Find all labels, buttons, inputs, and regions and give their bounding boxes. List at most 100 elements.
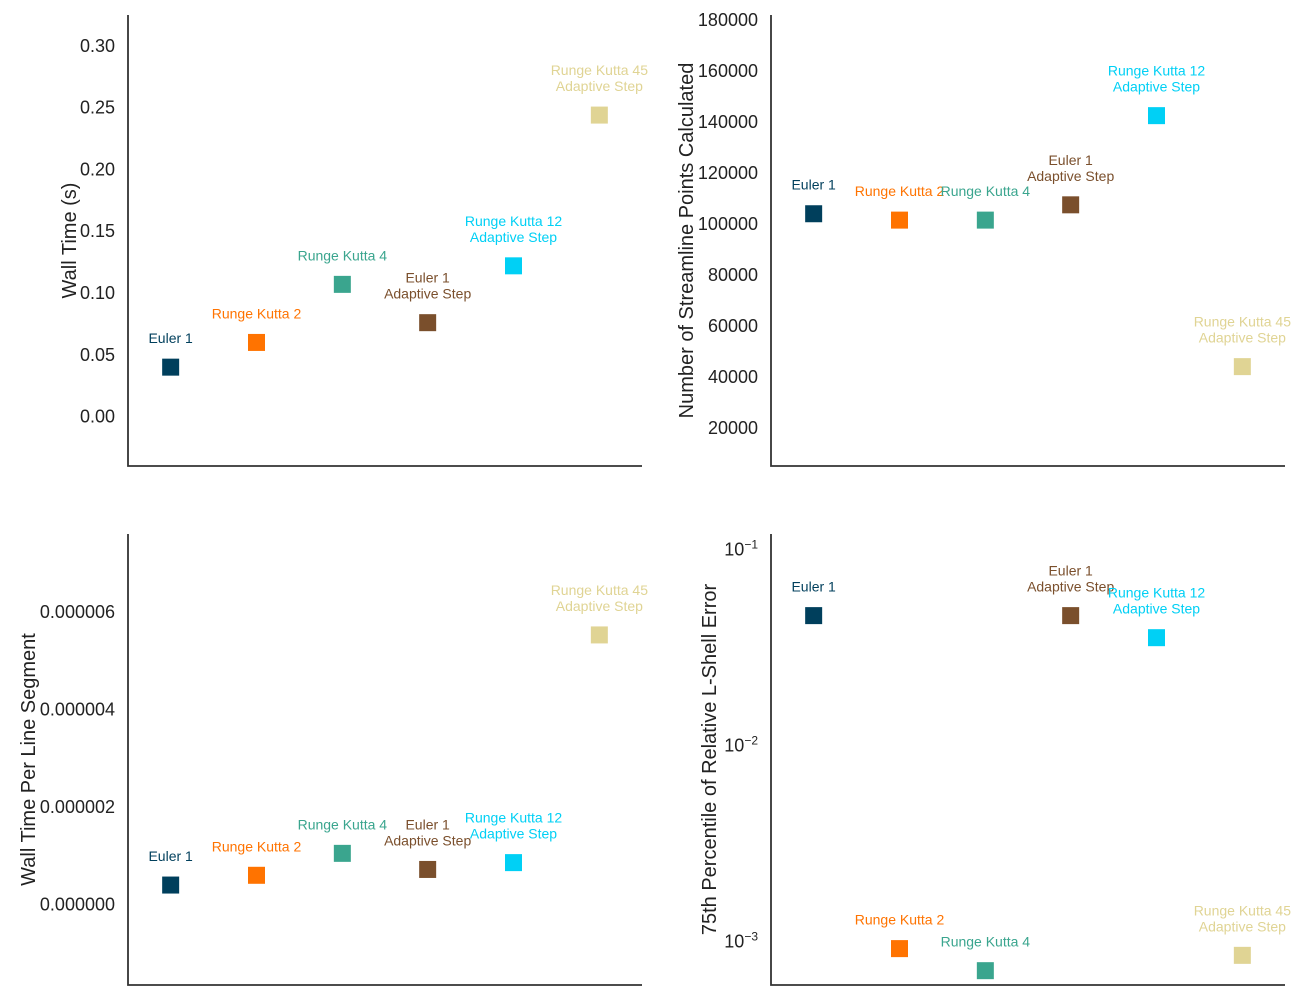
y-tick-label: 10−1 xyxy=(724,538,758,560)
data-point-marker xyxy=(162,358,180,376)
data-point-label: Adaptive Step xyxy=(1199,330,1286,346)
data-point-marker xyxy=(1062,607,1080,625)
y-tick-exponent: −1 xyxy=(744,538,758,552)
axis-spines xyxy=(127,15,642,467)
panel-streamline-points: 20000 40000 60000 80000 100000 120000 140000 16… xyxy=(676,10,1292,467)
y-tick-exponent: −3 xyxy=(744,930,758,944)
data-point-label: Runge Kutta 4 xyxy=(941,183,1031,199)
axis-spines xyxy=(127,534,642,986)
data-point-marker xyxy=(590,626,608,644)
data-point-label: Runge Kutta 12 xyxy=(1108,585,1206,601)
data-point-label: Runge Kutta 12 xyxy=(465,810,563,826)
data-point-marker xyxy=(248,866,265,884)
y-tick-label: 0.000002 xyxy=(40,797,115,817)
data-point-label: Adaptive Step xyxy=(1027,168,1114,184)
data-point-label: Adaptive Step xyxy=(1027,579,1114,595)
data-point-label: Adaptive Step xyxy=(470,826,557,842)
data-point-marker xyxy=(333,844,351,862)
y-axis-label: 75th Percentile of Relative L-Shell Erro… xyxy=(699,584,721,936)
data-point-label: Runge Kutta 2 xyxy=(855,912,945,928)
data-point-label: Runge Kutta 2 xyxy=(212,838,302,854)
data-point-marker xyxy=(976,211,994,229)
data-point-marker xyxy=(419,314,437,332)
y-tick-label: 0.05 xyxy=(80,345,115,365)
y-tick-label: 20000 xyxy=(708,418,758,438)
y-tick-label: 140000 xyxy=(698,112,758,132)
data-point-label: Euler 1 xyxy=(791,579,836,595)
y-axis-label: Number of Streamline Points Calculated xyxy=(676,63,698,419)
axis-spines xyxy=(770,534,1285,986)
data-point-label: Adaptive Step xyxy=(384,286,471,302)
y-tick-label: 0.20 xyxy=(80,159,115,179)
y-tick-label: 40000 xyxy=(708,367,758,387)
y-tick-label: 10−2 xyxy=(724,734,758,756)
y-tick-label: 0.25 xyxy=(80,98,115,118)
data-point-marker xyxy=(805,607,823,625)
data-point-marker xyxy=(333,275,351,293)
data-point-label: Runge Kutta 12 xyxy=(1108,63,1206,79)
data-point-label: Adaptive Step xyxy=(470,229,557,245)
data-point-marker xyxy=(1233,358,1251,376)
data-point-marker xyxy=(976,962,994,980)
y-tick-label: 180000 xyxy=(698,10,758,30)
data-point-label: Euler 1 xyxy=(148,848,193,864)
data-point-label: Adaptive Step xyxy=(556,598,643,614)
data-point-label: Euler 1 xyxy=(1048,152,1093,168)
data-point-marker xyxy=(248,333,265,351)
y-tick-label: 0.15 xyxy=(80,221,115,241)
data-point-marker xyxy=(891,211,908,229)
y-tick-label: 10−3 xyxy=(724,930,758,952)
data-point-marker xyxy=(1062,196,1080,214)
y-tick-label: 0.30 xyxy=(80,36,115,56)
y-tick-label: 80000 xyxy=(708,265,758,285)
y-tick-label: 0.000000 xyxy=(40,895,115,915)
y-axis-label: Wall Time (s) xyxy=(59,183,81,299)
data-point-label: Runge Kutta 45 xyxy=(551,62,649,78)
data-point-label: Runge Kutta 4 xyxy=(298,247,388,263)
y-tick-base: 10 xyxy=(724,932,744,952)
data-point-label: Adaptive Step xyxy=(1199,918,1286,934)
y-tick-label: 160000 xyxy=(698,61,758,81)
data-point-marker xyxy=(505,257,522,275)
y-tick-base: 10 xyxy=(724,736,744,756)
data-point-label: Adaptive Step xyxy=(1113,79,1200,95)
y-tick-exponent: −2 xyxy=(744,734,758,748)
y-tick-label: 60000 xyxy=(708,316,758,336)
y-tick-base: 10 xyxy=(724,540,744,560)
data-point-label: Euler 1 xyxy=(405,816,450,832)
data-point-label: Runge Kutta 2 xyxy=(855,183,945,199)
data-point-label: Runge Kutta 4 xyxy=(298,816,388,832)
y-tick-label: 0.00 xyxy=(80,407,115,427)
data-point-label: Runge Kutta 12 xyxy=(465,213,563,229)
data-point-label: Adaptive Step xyxy=(384,832,471,848)
data-point-marker xyxy=(1148,107,1165,125)
data-point-label: Runge Kutta 45 xyxy=(1194,902,1292,918)
data-point-label: Euler 1 xyxy=(1048,563,1093,579)
data-point-label: Runge Kutta 2 xyxy=(212,305,302,321)
data-point-label: Adaptive Step xyxy=(556,78,643,94)
y-tick-label: 0.000004 xyxy=(40,700,115,720)
data-point-marker xyxy=(805,205,823,223)
axis-spines xyxy=(770,15,1285,467)
data-point-label: Runge Kutta 45 xyxy=(551,582,649,598)
data-point-marker xyxy=(505,854,522,872)
data-point-label: Euler 1 xyxy=(791,177,836,193)
data-point-marker xyxy=(1148,629,1165,647)
y-tick-label: 0.10 xyxy=(80,283,115,303)
data-point-label: Euler 1 xyxy=(148,330,193,346)
data-point-marker xyxy=(891,940,908,958)
data-point-label: Adaptive Step xyxy=(1113,601,1200,617)
data-point-marker xyxy=(162,876,180,894)
data-point-label: Euler 1 xyxy=(405,270,450,286)
data-point-label: Runge Kutta 4 xyxy=(941,934,1031,950)
data-point-marker xyxy=(1233,946,1251,964)
y-tick-label: 100000 xyxy=(698,214,758,234)
y-axis-label: Wall Time Per Line Segment xyxy=(18,633,40,886)
panel-wall-time: 0.00 0.05 0.10 0.15 0.20 0.25 0.30 Wall Time (s… xyxy=(59,15,649,467)
data-point-marker xyxy=(419,860,437,878)
y-tick-label: 120000 xyxy=(698,163,758,183)
data-point-label: Runge Kutta 45 xyxy=(1194,314,1292,330)
